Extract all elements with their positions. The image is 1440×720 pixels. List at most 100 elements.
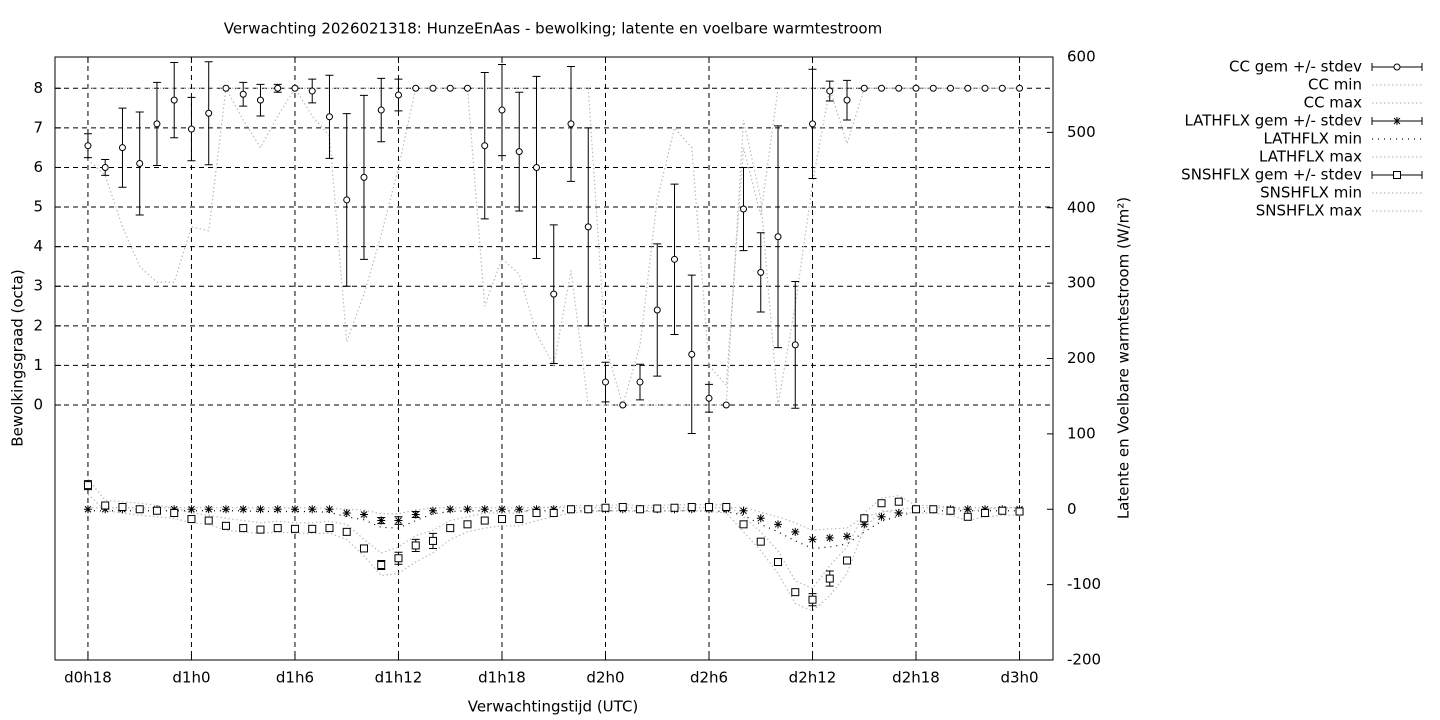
point xyxy=(153,120,161,128)
point xyxy=(929,505,938,514)
point xyxy=(653,306,661,314)
point xyxy=(515,148,523,156)
point xyxy=(550,290,558,298)
point xyxy=(618,502,627,511)
y-tick-label: 0 xyxy=(33,396,43,414)
point xyxy=(860,84,868,92)
legend-marker xyxy=(1393,171,1401,179)
range-line xyxy=(87,478,1020,590)
y2-tick-label: 0 xyxy=(1067,500,1077,518)
y2-tick-label: -200 xyxy=(1067,651,1101,669)
legend-label: LATHFLX min xyxy=(1263,130,1362,148)
y2-tick-label: -100 xyxy=(1067,575,1101,593)
point xyxy=(446,505,455,514)
point xyxy=(446,524,455,533)
y-tick-label: 3 xyxy=(33,277,43,295)
point xyxy=(756,537,765,546)
point xyxy=(325,505,334,514)
x-tick-label: d1h6 xyxy=(276,669,314,687)
y-tick-label: 5 xyxy=(33,198,43,216)
point xyxy=(601,378,609,386)
point xyxy=(636,378,644,386)
point xyxy=(342,509,351,518)
point xyxy=(497,505,506,514)
point xyxy=(601,503,610,512)
point xyxy=(774,233,782,241)
y-tick-label: 8 xyxy=(33,79,43,97)
y-tick-label: 4 xyxy=(33,237,43,255)
point xyxy=(566,505,575,514)
y2-tick-label: 400 xyxy=(1067,198,1096,216)
point xyxy=(480,516,489,525)
point xyxy=(343,196,351,204)
point xyxy=(653,504,662,513)
legend-marker xyxy=(1393,117,1401,125)
point xyxy=(670,503,679,512)
x-tick-label: d3h0 xyxy=(1000,669,1038,687)
legend-label: SNSHFLX gem +/- stdev xyxy=(1181,166,1362,184)
point xyxy=(394,91,402,99)
x-tick-label: d2h0 xyxy=(586,669,624,687)
point xyxy=(843,96,851,104)
y2-tick-label: 300 xyxy=(1067,274,1096,292)
point xyxy=(877,499,886,508)
point xyxy=(998,506,1007,515)
y-axis-label: Bewolkingsgraad (octa) xyxy=(9,269,27,446)
point xyxy=(757,268,765,276)
x-tick-label: d1h0 xyxy=(172,669,210,687)
x-tick-label: d0h18 xyxy=(64,669,112,687)
point xyxy=(774,558,783,567)
y2-tick-label: 200 xyxy=(1067,349,1096,367)
point xyxy=(204,505,213,514)
point xyxy=(152,506,161,515)
point xyxy=(809,120,817,128)
point xyxy=(635,505,644,514)
point xyxy=(480,505,489,514)
legend-label: CC max xyxy=(1304,94,1363,112)
point xyxy=(84,142,92,150)
legend-label: LATHFLX max xyxy=(1259,148,1362,166)
point xyxy=(359,544,368,553)
point xyxy=(325,113,333,121)
point xyxy=(290,505,299,514)
point xyxy=(843,556,852,565)
point xyxy=(411,510,420,519)
point xyxy=(584,223,592,231)
point xyxy=(256,96,264,104)
point xyxy=(791,527,800,536)
point xyxy=(740,205,748,213)
point xyxy=(463,84,471,92)
point xyxy=(722,401,730,409)
point xyxy=(118,144,126,152)
point xyxy=(705,502,714,511)
point xyxy=(394,516,403,525)
point xyxy=(273,524,282,533)
y2-tick-label: 500 xyxy=(1067,123,1096,141)
point xyxy=(256,505,265,514)
point xyxy=(273,505,282,514)
x-tick-label: d2h6 xyxy=(690,669,728,687)
point xyxy=(394,554,403,563)
y-tick-label: 2 xyxy=(33,316,43,334)
point xyxy=(774,520,783,529)
point xyxy=(239,524,248,533)
point xyxy=(205,109,213,117)
point xyxy=(221,521,230,530)
point xyxy=(222,84,230,92)
point xyxy=(359,510,368,519)
point xyxy=(981,84,989,92)
y-tick-label: 7 xyxy=(33,118,43,136)
point xyxy=(411,541,420,550)
point xyxy=(895,84,903,92)
legend-label: SNSHFLX max xyxy=(1256,202,1362,220)
point xyxy=(567,120,575,128)
point xyxy=(981,509,990,518)
point xyxy=(705,394,713,402)
point xyxy=(998,84,1006,92)
point xyxy=(549,509,558,518)
point xyxy=(860,514,869,523)
point xyxy=(964,84,972,92)
point xyxy=(308,524,317,533)
point xyxy=(1015,507,1024,516)
point xyxy=(947,84,955,92)
